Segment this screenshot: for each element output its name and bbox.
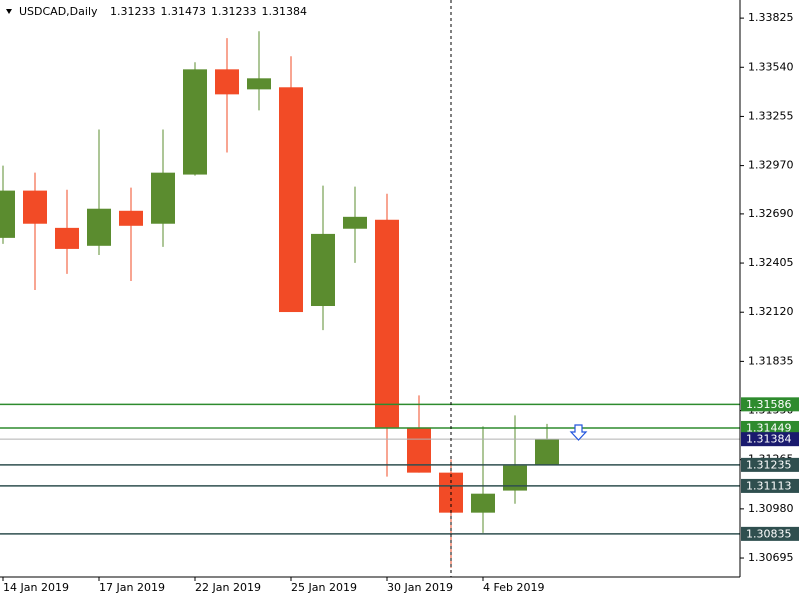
candle-body	[23, 190, 47, 224]
arrow-icon	[569, 424, 588, 441]
header-value: 1.31233	[211, 5, 257, 18]
y-tick-label: 1.32970	[748, 159, 794, 172]
level-box	[741, 420, 799, 435]
x-tick-label: 4 Feb 2019	[483, 581, 544, 594]
y-tick-label: 1.33825	[748, 11, 794, 24]
x-tick-label: 17 Jan 2019	[99, 581, 165, 594]
header-value: 1.31473	[160, 5, 206, 18]
level-box	[741, 457, 799, 472]
y-tick-label: 1.30980	[748, 502, 794, 515]
x-tick-label: 30 Jan 2019	[387, 581, 453, 594]
header-value: 1.31233	[110, 5, 156, 18]
candle-body	[183, 69, 207, 175]
y-tick-label: 1.31835	[748, 354, 794, 367]
candle-body	[247, 78, 271, 90]
candle-body	[535, 439, 559, 466]
candle-body	[471, 493, 495, 513]
candle-body	[0, 190, 15, 238]
candle-body	[311, 233, 335, 307]
level-box	[741, 478, 799, 493]
y-tick-label: 1.32405	[748, 256, 794, 269]
y-tick-label: 1.33540	[748, 60, 794, 73]
bid-box	[741, 432, 799, 447]
level-label: 1.31586	[746, 398, 792, 411]
level-label: 1.30835	[746, 527, 792, 540]
candle-body	[279, 87, 303, 313]
level-box	[741, 526, 799, 541]
candle-body	[215, 69, 239, 95]
bid-label: 1.31384	[746, 433, 792, 446]
chart-title: USDCAD,Daily	[19, 5, 98, 18]
header-value: 1.31384	[261, 5, 307, 18]
level-label: 1.31113	[746, 479, 792, 492]
candle-body	[375, 219, 399, 428]
menu-triangle	[6, 9, 12, 14]
y-tick-label: 1.32120	[748, 305, 794, 318]
level-box	[741, 397, 799, 412]
x-tick-label: 14 Jan 2019	[3, 581, 69, 594]
y-tick-label: 1.32690	[748, 207, 794, 220]
x-tick-label: 22 Jan 2019	[195, 581, 261, 594]
plot-area	[0, 31, 740, 568]
candle-body	[119, 210, 143, 226]
candle-body	[503, 465, 527, 491]
candle-body	[151, 172, 175, 224]
candle-body	[343, 216, 367, 229]
x-tick-label: 25 Jan 2019	[291, 581, 357, 594]
y-tick-label: 1.33255	[748, 109, 794, 122]
candle-body	[407, 427, 431, 473]
level-label: 1.31449	[746, 421, 792, 434]
y-tick-label: 1.30695	[748, 551, 794, 564]
candle-body	[87, 208, 111, 246]
candle-body	[55, 227, 79, 249]
level-label: 1.31235	[746, 458, 792, 471]
